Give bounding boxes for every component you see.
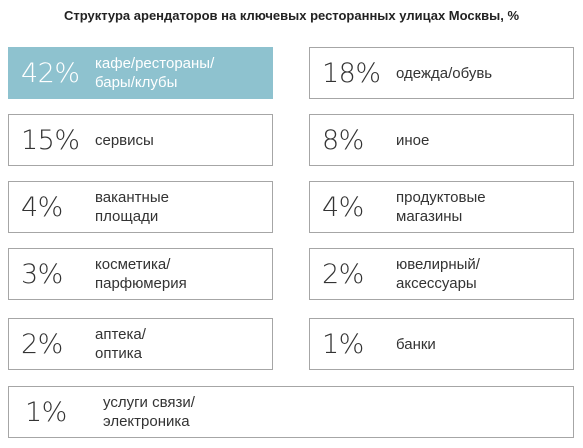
share-percent-label: 4% — [322, 191, 364, 223]
category-tile: 18% одежда/обувь — [309, 47, 574, 99]
category-tile: 1% банки — [309, 318, 574, 370]
category-label: кафе/рестораны/ бары/клубы — [95, 55, 215, 91]
share-percent-label: 3% — [21, 258, 63, 290]
category-label: аптека/ оптика — [95, 326, 146, 362]
category-label: продуктовые магазины — [396, 189, 486, 225]
share-percent-label: 18% — [322, 57, 381, 89]
share-percent-label: 8% — [322, 124, 364, 156]
category-tile: 2% ювелирный/ аксессуары — [309, 248, 574, 300]
share-percent-label: 2% — [21, 328, 63, 360]
category-tile: 8% иное — [309, 114, 574, 166]
category-tile: 2% аптека/ оптика — [8, 318, 273, 370]
category-tile: 4% продуктовые магазины — [309, 181, 574, 233]
share-percent-label: 2% — [322, 258, 364, 290]
category-tile: 42% кафе/рестораны/ бары/клубы — [8, 47, 273, 99]
category-tile: 4% вакантные площади — [8, 181, 273, 233]
category-label: сервисы — [95, 131, 154, 149]
category-label: косметика/ парфюмерия — [95, 256, 187, 292]
share-percent-label: 1% — [322, 328, 364, 360]
chart-title: Структура арендаторов на ключевых рестор… — [63, 8, 519, 23]
category-label: банки — [396, 335, 436, 353]
category-label: услуги связи/ электроника — [103, 394, 195, 430]
category-label: иное — [396, 131, 430, 149]
category-label: одежда/обувь — [396, 64, 493, 82]
share-percent-label: 42% — [21, 57, 80, 89]
category-tile: 15% сервисы — [8, 114, 273, 166]
share-percent-label: 4% — [21, 191, 63, 223]
share-percent-label: 1% — [25, 396, 67, 428]
category-label: ювелирный/ аксессуары — [396, 256, 480, 292]
category-tile: 1% услуги связи/ электроника — [8, 386, 574, 438]
category-label: вакантные площади — [95, 189, 169, 225]
category-tile: 3% косметика/ парфюмерия — [8, 248, 273, 300]
share-percent-label: 15% — [21, 124, 80, 156]
